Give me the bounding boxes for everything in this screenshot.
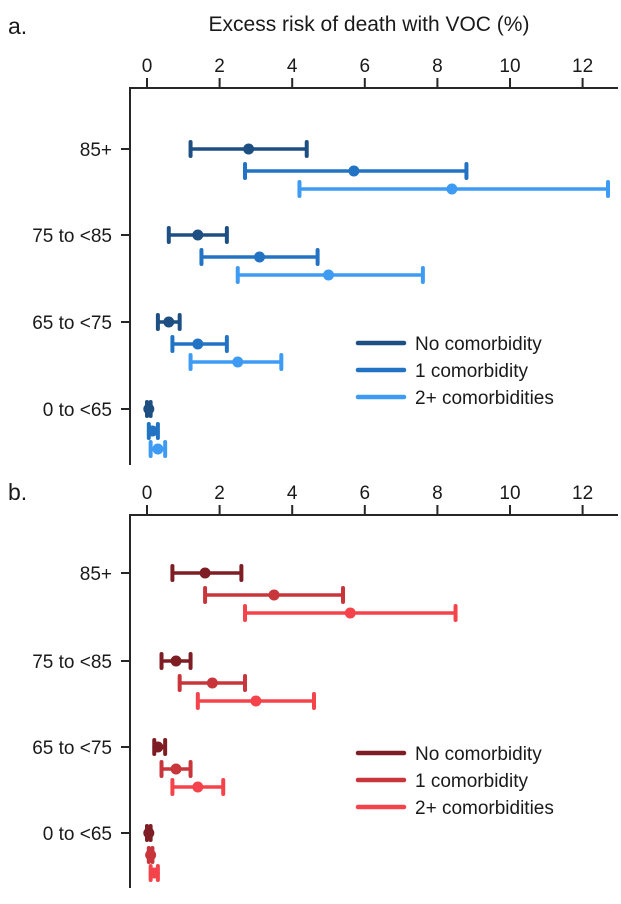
x-axis-tick-label: 2 [214, 56, 225, 77]
x-axis-tick-label: 4 [287, 56, 298, 77]
point-estimate-dot [232, 356, 244, 368]
x-axis-tick-label: 12 [572, 56, 593, 77]
x-axis-tick-label: 0 [142, 56, 153, 77]
point-estimate-dot [146, 425, 158, 437]
x-axis-tick-label: 0 [142, 483, 153, 504]
x-axis-tick-label: 10 [499, 483, 520, 504]
panel-b-label: b. [8, 479, 28, 505]
chart-title: Excess risk of death with VOC (%) [208, 13, 530, 36]
panel-a-label: a. [8, 13, 28, 39]
point-estimate-dot [254, 251, 266, 263]
point-estimate-dot [145, 849, 157, 861]
point-estimate-dot [206, 677, 218, 689]
point-estimate-dot [250, 695, 262, 707]
legend-label: 1 comorbidity [415, 771, 528, 792]
x-axis-tick-label: 2 [214, 483, 225, 504]
point-estimate-dot [344, 607, 356, 619]
legend-label: 1 comorbidity [415, 361, 528, 382]
legend-label: No comorbidity [415, 334, 542, 355]
point-estimate-dot [446, 183, 458, 195]
y-axis-category-label: 65 to <75 [32, 738, 112, 759]
x-axis-tick-label: 6 [360, 56, 371, 77]
x-axis-tick-label: 12 [572, 483, 593, 504]
x-axis-tick-label: 6 [360, 483, 371, 504]
legend-label: 2+ comorbidities [415, 388, 554, 409]
point-estimate-dot [163, 316, 175, 328]
point-estimate-dot [192, 781, 204, 793]
point-estimate-dot [143, 403, 155, 415]
y-axis-category-label: 75 to <85 [32, 652, 112, 673]
point-estimate-dot [192, 229, 204, 241]
point-estimate-dot [192, 338, 204, 350]
point-estimate-dot [268, 589, 280, 601]
y-axis-category-label: 65 to <75 [32, 313, 112, 334]
y-axis-category-label: 0 to <65 [43, 824, 112, 845]
x-axis-tick-label: 8 [432, 56, 443, 77]
point-estimate-dot [170, 655, 182, 667]
point-estimate-dot [152, 443, 164, 455]
legend-label: No comorbidity [415, 744, 542, 765]
point-estimate-dot [323, 269, 334, 281]
point-estimate-dot [199, 567, 211, 579]
x-axis-tick-label: 8 [432, 483, 443, 504]
y-axis-category-label: 85+ [80, 564, 112, 585]
legend-label: 2+ comorbidities [415, 798, 554, 819]
point-estimate-dot [243, 143, 255, 155]
point-estimate-dot [143, 827, 155, 839]
point-estimate-dot [348, 165, 360, 177]
y-axis-category-label: 75 to <85 [32, 226, 112, 247]
y-axis-category-label: 85+ [80, 140, 112, 161]
x-axis-tick-label: 10 [499, 56, 520, 77]
point-estimate-dot [170, 763, 182, 775]
point-estimate-dot [152, 741, 164, 753]
point-estimate-dot [148, 867, 160, 879]
x-axis-tick-label: 4 [287, 483, 298, 504]
y-axis-category-label: 0 to <65 [43, 400, 112, 421]
